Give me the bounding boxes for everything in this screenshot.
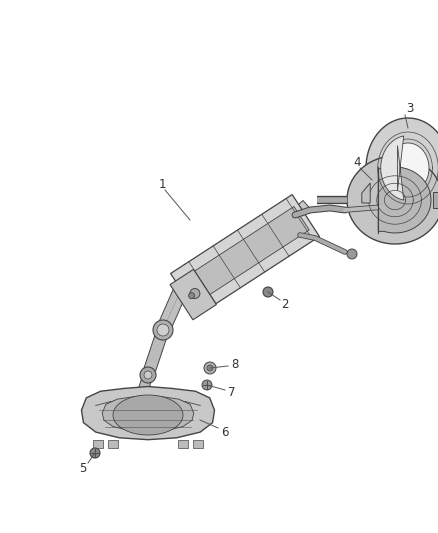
Text: 2: 2	[281, 298, 289, 311]
Polygon shape	[378, 167, 431, 233]
Text: 6: 6	[221, 425, 229, 439]
Text: 4: 4	[353, 156, 361, 168]
Polygon shape	[433, 192, 438, 208]
Text: 8: 8	[231, 358, 239, 370]
Text: 3: 3	[406, 101, 413, 115]
Polygon shape	[181, 206, 309, 303]
Circle shape	[190, 288, 200, 298]
Circle shape	[263, 287, 273, 297]
Polygon shape	[157, 277, 191, 333]
Text: 1: 1	[158, 179, 166, 191]
Polygon shape	[81, 386, 215, 440]
Polygon shape	[135, 374, 153, 401]
Polygon shape	[102, 395, 194, 433]
Circle shape	[144, 371, 152, 379]
Bar	[93, 440, 103, 448]
Circle shape	[188, 293, 194, 298]
Bar	[108, 440, 118, 448]
Bar	[178, 440, 188, 448]
Circle shape	[90, 448, 100, 458]
Polygon shape	[286, 200, 311, 224]
Circle shape	[207, 365, 213, 371]
Circle shape	[157, 324, 169, 336]
Polygon shape	[362, 183, 370, 203]
Circle shape	[204, 362, 216, 374]
Polygon shape	[387, 143, 429, 193]
Text: 5: 5	[79, 462, 87, 474]
Polygon shape	[170, 195, 319, 316]
Circle shape	[140, 367, 156, 383]
Polygon shape	[366, 118, 438, 218]
Bar	[193, 440, 203, 448]
Text: 7: 7	[228, 386, 236, 400]
Polygon shape	[347, 156, 438, 244]
Circle shape	[347, 249, 357, 259]
Circle shape	[153, 320, 173, 340]
Polygon shape	[113, 395, 183, 435]
Polygon shape	[381, 136, 404, 200]
Polygon shape	[142, 328, 169, 377]
Circle shape	[202, 380, 212, 390]
Polygon shape	[170, 269, 216, 320]
